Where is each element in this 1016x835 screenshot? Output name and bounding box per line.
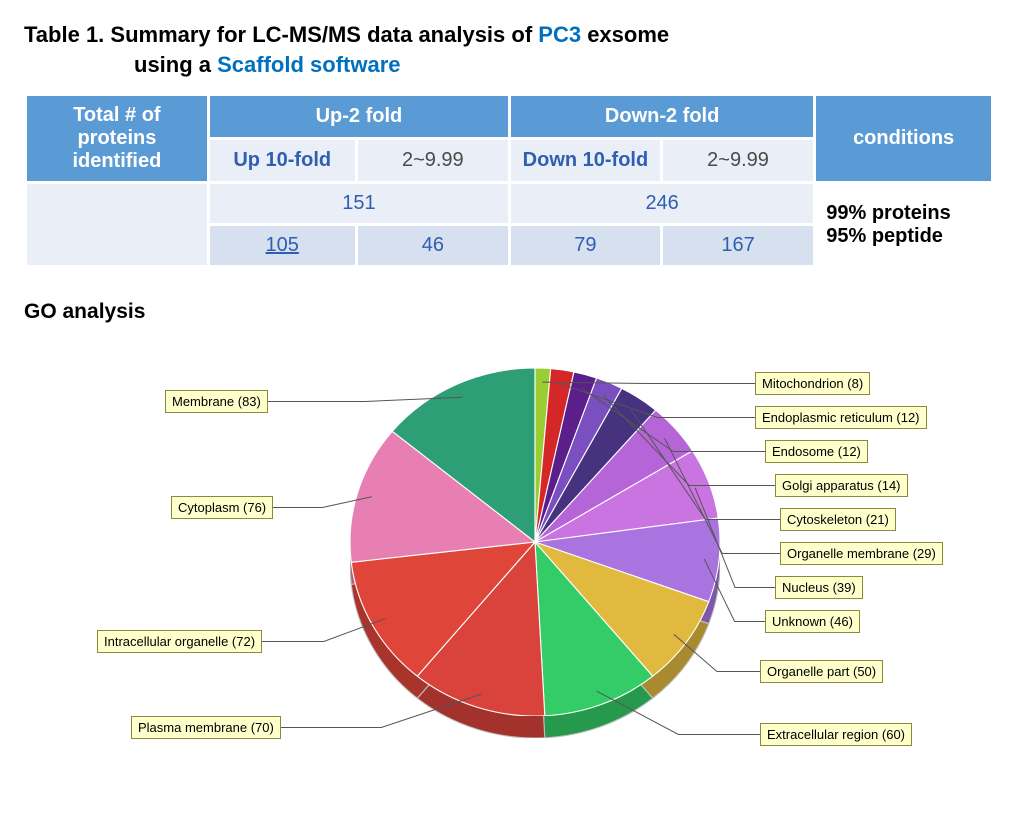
summary-table: Total # of proteins identified Up-2 fold… — [24, 93, 994, 268]
table-row: 151 246 99% proteins 95% peptide — [26, 183, 993, 225]
pie-label: Organelle part (50) — [760, 660, 883, 683]
pie-top — [350, 368, 720, 716]
td-conditions: 99% proteins 95% peptide — [815, 183, 993, 267]
pie-label: Intracellular organelle (72) — [97, 630, 262, 653]
pie-label: Cytoplasm (76) — [171, 496, 273, 519]
pie-label: Endoplasmic reticulum (12) — [755, 406, 927, 429]
pie-wrap — [350, 368, 720, 738]
caption-hl-scaffold: Scaffold software — [217, 52, 400, 77]
go-analysis-heading: GO analysis — [24, 300, 996, 324]
pie-label: Organelle membrane (29) — [780, 542, 943, 565]
pie-label: Golgi apparatus (14) — [775, 474, 908, 497]
th-down10: Down 10-fold — [510, 139, 662, 183]
td-up-range: 46 — [356, 225, 509, 267]
th-conditions: conditions — [815, 95, 993, 183]
th-up-range: 2~9.99 — [356, 139, 509, 183]
pie-label: Endosome (12) — [765, 440, 868, 463]
td-down10: 79 — [510, 225, 662, 267]
pie-label: Unknown (46) — [765, 610, 860, 633]
th-up2: Up-2 fold — [208, 95, 509, 139]
table-caption: Table 1. Summary for LC-MS/MS data analy… — [24, 20, 996, 79]
caption-text-3: using a — [134, 52, 217, 77]
td-down-total: 246 — [510, 183, 815, 225]
td-total-empty — [26, 183, 209, 267]
pie-label: Plasma membrane (70) — [131, 716, 281, 739]
table-header-row-1: Total # of proteins identified Up-2 fold… — [26, 95, 993, 139]
th-down2: Down-2 fold — [510, 95, 815, 139]
pie-label: Cytoskeleton (21) — [780, 508, 896, 531]
pie-label: Extracellular region (60) — [760, 723, 912, 746]
td-up10: 105 — [208, 225, 356, 267]
th-up10: Up 10-fold — [208, 139, 356, 183]
th-total: Total # of proteins identified — [26, 95, 209, 183]
td-up-total: 151 — [208, 183, 509, 225]
caption-text-2: exsome — [581, 22, 669, 47]
caption-text-1: Table 1. Summary for LC-MS/MS data analy… — [24, 22, 538, 47]
pie-label: Membrane (83) — [165, 390, 268, 413]
th-down-range: 2~9.99 — [661, 139, 814, 183]
pie-label: Nucleus (39) — [775, 576, 863, 599]
caption-hl-pc3: PC3 — [538, 22, 581, 47]
go-pie-chart: Membrane (83) Cytoplasm (76) Intracellular… — [20, 328, 990, 808]
td-down-range: 167 — [661, 225, 814, 267]
pie-label: Mitochondrion (8) — [755, 372, 870, 395]
